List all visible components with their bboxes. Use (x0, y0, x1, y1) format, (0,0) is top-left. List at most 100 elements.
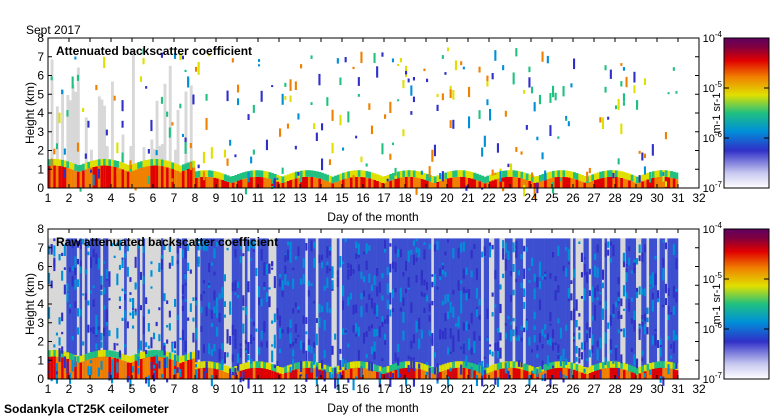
backscatter-cell (87, 241, 90, 248)
boundary-layer-cell (328, 366, 332, 374)
boundary-layer-cell (336, 365, 340, 373)
boundary-layer-cell (82, 354, 85, 362)
backscatter-cell (195, 364, 198, 368)
y-axis-label: Height (km) (23, 82, 37, 144)
backscatter-cell (410, 85, 413, 96)
backscatter-cell (454, 323, 457, 327)
boundary-layer-cell (580, 175, 584, 182)
backscatter-cell (620, 328, 623, 332)
backscatter-cell (491, 351, 494, 357)
boundary-layer-cell (489, 181, 492, 188)
backscatter-cell (491, 312, 494, 317)
heatmap-column (394, 238, 398, 379)
backscatter-cell (549, 312, 552, 322)
backscatter-cell (483, 247, 486, 257)
boundary-layer-cell (326, 174, 330, 182)
backscatter-cell (588, 167, 591, 174)
backscatter-cell (594, 253, 597, 260)
backscatter-cell (174, 350, 177, 354)
heatmap-column (633, 238, 637, 379)
boundary-layer-cell (454, 367, 458, 379)
boundary-layer-cell (622, 172, 626, 179)
backscatter-cell (541, 374, 544, 382)
backscatter-cell (286, 327, 289, 334)
x-tick-label: 19 (419, 382, 433, 396)
backscatter-cell (181, 133, 184, 137)
boundary-layer-cell (360, 170, 364, 177)
boundary-layer-cell (625, 370, 629, 379)
boundary-layer-cell (415, 362, 419, 369)
boundary-layer-cell (160, 357, 164, 379)
boundary-layer-cell (344, 369, 348, 379)
panel-title: Raw attenuated backscatter coefficient (56, 235, 278, 249)
backscatter-cell (449, 302, 452, 313)
backscatter-cell (502, 65, 505, 71)
backscatter-cell (554, 275, 557, 282)
boundary-layer-cell (389, 365, 393, 372)
boundary-layer-cell (646, 179, 650, 188)
heatmap-column (609, 238, 613, 379)
backscatter-cell (504, 362, 507, 374)
heatmap-column (76, 67, 80, 188)
boundary-layer-cell (491, 371, 495, 379)
backscatter-cell (609, 258, 612, 263)
backscatter-cell (578, 357, 581, 364)
backscatter-cell (192, 332, 195, 343)
backscatter-cell (604, 332, 607, 344)
boundary-layer-cell (565, 368, 568, 379)
backscatter-cell (124, 252, 127, 259)
y-tick-label: 5 (37, 278, 44, 292)
boundary-layer-cell (643, 364, 647, 372)
boundary-layer-cell (363, 170, 366, 178)
boundary-layer-cell (567, 362, 571, 369)
y-tick-label: 1 (37, 162, 44, 176)
boundary-layer-cell (103, 158, 106, 166)
backscatter-cell (74, 256, 77, 268)
x-tick-label: 11 (252, 191, 265, 205)
backscatter-cell (654, 273, 657, 285)
backscatter-cell (433, 352, 436, 358)
heatmap-column (305, 238, 309, 379)
boundary-layer-cell (475, 364, 479, 372)
boundary-layer-cell (402, 368, 406, 379)
backscatter-cell (373, 328, 376, 337)
boundary-layer-cell (147, 350, 151, 357)
boundary-layer-cell (552, 361, 555, 369)
boundary-layer-cell (441, 364, 445, 371)
boundary-layer-cell (496, 178, 500, 188)
backscatter-cell (250, 318, 253, 322)
backscatter-cell (289, 79, 292, 91)
x-tick-label: 29 (629, 191, 643, 205)
backscatter-cell (399, 374, 402, 378)
backscatter-cell (502, 240, 505, 248)
backscatter-cell (452, 248, 455, 259)
backscatter-cell (415, 275, 418, 283)
backscatter-cell (174, 298, 177, 307)
boundary-layer-cell (617, 177, 621, 188)
backscatter-cell (129, 160, 132, 169)
boundary-layer-cell (76, 171, 80, 188)
backscatter-cell (573, 308, 576, 313)
heatmap-column (599, 238, 603, 379)
backscatter-cell (444, 313, 447, 322)
backscatter-cell (426, 281, 429, 291)
boundary-layer-cell (50, 350, 54, 357)
backscatter-cell (538, 333, 541, 343)
heatmap-column (263, 238, 267, 379)
boundary-layer-cell (376, 371, 379, 379)
boundary-layer-cell (389, 180, 393, 188)
backscatter-cell (494, 172, 497, 175)
heatmap-column (473, 238, 477, 379)
backscatter-cell (129, 277, 132, 282)
boundary-layer-cell (573, 369, 576, 379)
boundary-layer-cell (394, 363, 398, 370)
boundary-layer-cell (601, 177, 605, 188)
backscatter-cell (276, 177, 279, 180)
boundary-layer-cell (82, 163, 85, 171)
backscatter-cell (583, 257, 586, 260)
backscatter-cell (137, 349, 140, 353)
boundary-layer-cell (273, 371, 277, 379)
backscatter-cell (478, 336, 481, 341)
backscatter-cell (552, 342, 555, 351)
backscatter-cell (489, 245, 492, 258)
